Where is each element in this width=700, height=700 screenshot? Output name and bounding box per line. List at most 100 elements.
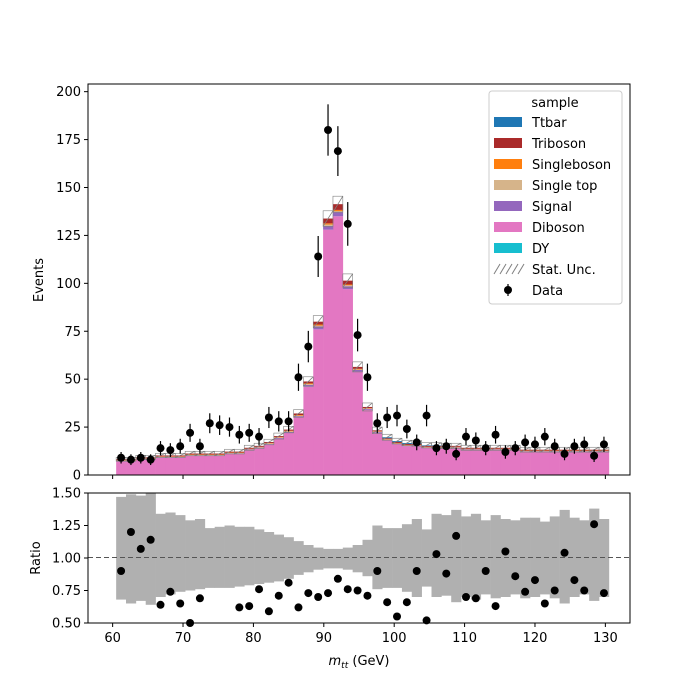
ratio-y-axis-label: Ratio [29, 541, 44, 574]
bar-signal [293, 416, 304, 418]
ratio-point [195, 594, 204, 603]
ratio-point [235, 603, 244, 612]
data-point [136, 453, 145, 462]
ratio-point [570, 576, 579, 585]
ratio-point [294, 603, 303, 612]
ratio-point [363, 591, 372, 600]
stat-unc-hatch [332, 195, 344, 213]
bar-diboson [421, 448, 432, 475]
data-point [402, 425, 411, 433]
bar-diboson [135, 459, 147, 475]
data-point [255, 432, 264, 441]
stat-unc-bin [263, 438, 275, 446]
bar-ttbar [392, 441, 403, 443]
bar-diboson [352, 371, 363, 475]
bar-signal [224, 453, 235, 454]
stat-unc-hatch [312, 315, 324, 328]
ratio-point [481, 567, 490, 575]
data-point [393, 411, 402, 420]
bar-triboson [401, 443, 413, 445]
data-point [511, 444, 520, 453]
stat-unc-bin [342, 273, 353, 288]
x-tick-label: 80 [245, 631, 262, 646]
ratio-band-bin [126, 494, 137, 604]
stat-unc-hatch [539, 446, 550, 453]
bar-triboson [352, 366, 363, 369]
bar-diboson [303, 386, 314, 475]
data-point [284, 417, 293, 426]
stat-unc-bin [273, 432, 284, 440]
stat-unc-hatch [362, 402, 373, 412]
ratio-point [333, 574, 342, 583]
bar-triboson [185, 453, 196, 455]
stat-unc-bin [312, 315, 324, 328]
stat-unc-hatch [155, 452, 166, 458]
legend-swatch-singleboson [494, 159, 522, 169]
y-tick-label: 50 [64, 373, 81, 388]
bar-diboson [441, 448, 452, 475]
data-point [215, 421, 224, 430]
data-point [580, 440, 589, 449]
stat-unc-bin [293, 409, 304, 418]
bar-signal [539, 451, 551, 452]
y-tick-label: 200 [56, 85, 81, 100]
ratio-point [521, 587, 530, 596]
ratio-point [590, 520, 599, 529]
ratio-point [501, 547, 510, 556]
ratio-point [166, 587, 175, 596]
bar-signal [332, 212, 344, 217]
bar-diboson [145, 459, 156, 475]
y-tick-label: 0.75 [52, 584, 81, 599]
bar-diboson [579, 452, 590, 475]
data-point [333, 147, 342, 156]
bar-diboson [382, 440, 393, 475]
ratio-band-bin [392, 528, 403, 588]
legend-hatch [499, 263, 507, 275]
legend-label-signal: Signal [532, 200, 572, 215]
bar-diboson [194, 455, 206, 475]
ratio-band-bin [530, 517, 541, 597]
bar-signal [470, 449, 482, 451]
ratio-point [393, 612, 402, 621]
bar-diboson [126, 461, 137, 475]
bar-triboson [224, 451, 235, 453]
bar-single-top [323, 224, 334, 226]
bar-triboson [234, 451, 245, 453]
ratio-uncertainty-band [116, 493, 610, 605]
bar-triboson [263, 442, 275, 443]
bar-diboson [569, 452, 580, 475]
bar-diboson [372, 432, 383, 475]
data-point [353, 331, 362, 340]
data-point [117, 453, 126, 462]
ratio-point [136, 544, 145, 553]
bar-signal [520, 451, 531, 452]
bar-triboson [342, 280, 353, 285]
x-tick-label: 130 [593, 631, 618, 646]
legend-frame [488, 90, 623, 305]
bar-triboson [254, 445, 265, 447]
data-point [422, 411, 431, 420]
data-point [324, 126, 333, 134]
ratio-band-bin [175, 515, 186, 592]
data-point [570, 442, 579, 451]
legend-label-data: Data [532, 284, 563, 299]
bar-triboson [155, 455, 166, 457]
y-tick-label: 100 [56, 277, 81, 292]
ratio-point [343, 585, 352, 594]
stat-unc-hatch [234, 448, 245, 455]
ratio-point [274, 591, 283, 600]
legend-swatch-data [504, 286, 512, 294]
legend-title: sample [531, 96, 578, 111]
bar-triboson [421, 445, 432, 447]
ratio-band-bin [165, 512, 176, 595]
ratio-band-bin [313, 547, 324, 570]
ratio-band-bin [461, 516, 472, 597]
legend-label-ttbar: Ttbar [531, 116, 567, 131]
ratio-point [304, 589, 313, 598]
stat-unc-hatch [460, 444, 472, 451]
y-tick-label: 0 [73, 469, 81, 484]
ratio-point [452, 531, 461, 540]
stat-unc-hatch [352, 361, 363, 373]
legend: sample Ttbar Triboson Singleboson Single to… [488, 90, 623, 305]
